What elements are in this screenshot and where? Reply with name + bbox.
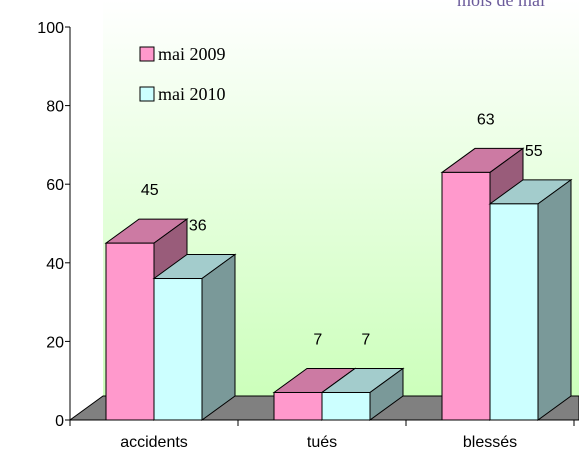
- bar-front: [489, 203, 539, 421]
- y-tick-label: 80: [46, 99, 64, 116]
- y-tick-label: 0: [55, 413, 64, 430]
- bar-front: [441, 171, 491, 421]
- y-tick-label: 100: [37, 20, 64, 37]
- bar-front: [105, 242, 155, 421]
- bar-front: [321, 391, 371, 421]
- data-label: 55: [525, 143, 543, 160]
- x-tick-label: blessés: [463, 434, 517, 450]
- bar: [152, 253, 237, 421]
- bar: [488, 178, 573, 421]
- bar-side: [537, 178, 572, 421]
- data-label: 7: [313, 331, 322, 348]
- y-tick-label: 20: [46, 334, 64, 351]
- chart-title: mois de mai: [457, 0, 545, 10]
- x-tick-label: accidents: [120, 434, 188, 450]
- bar-side: [201, 253, 236, 421]
- x-tick-label: tués: [307, 434, 337, 450]
- bar-front: [153, 278, 203, 421]
- data-label: 45: [141, 182, 159, 199]
- legend-label: mai 2009: [158, 44, 226, 64]
- data-label: 63: [477, 111, 495, 128]
- bar-front: [273, 391, 323, 421]
- bar: [320, 367, 405, 421]
- legend-swatch: [139, 46, 155, 62]
- y-tick-label: 40: [46, 256, 64, 273]
- data-label: 36: [189, 218, 207, 235]
- y-tick-label: 60: [46, 177, 64, 194]
- legend-label: mai 2010: [158, 84, 226, 104]
- legend-swatch: [139, 86, 155, 102]
- data-label: 7: [361, 331, 370, 348]
